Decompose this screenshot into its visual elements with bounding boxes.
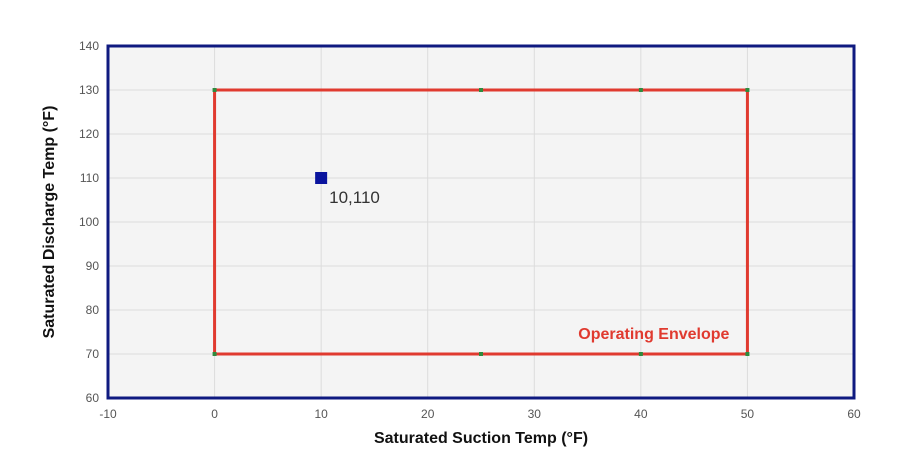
plot-border [106, 44, 856, 400]
envelope-vertex [638, 88, 643, 92]
x-axis-ticks: -10 0 10 20 30 40 50 60 [99, 407, 861, 421]
operating-point-label: 10,110 [329, 188, 380, 207]
envelope-vertex [212, 88, 217, 92]
y-tick-label: 70 [86, 347, 100, 361]
x-tick-label: -10 [99, 407, 117, 421]
y-axis-title: Saturated Discharge Temp (°F) [41, 106, 58, 339]
x-tick-label: 30 [528, 407, 542, 421]
y-tick-label: 140 [79, 39, 99, 53]
y-axis-ticks: 60 70 80 90 100 110 120 130 140 [79, 39, 99, 405]
x-tick-label: 40 [634, 407, 648, 421]
envelope-vertex [479, 352, 483, 356]
operating-point-marker [315, 172, 328, 184]
y-tick-label: 120 [79, 127, 99, 141]
envelope-vertex [638, 352, 643, 356]
operating-points: 10,110 [315, 172, 380, 207]
envelope-vertex [745, 88, 750, 92]
envelope-label: Operating Envelope [578, 326, 729, 343]
x-tick-label: 50 [741, 407, 755, 421]
x-axis-title: Saturated Suction Temp (°F) [374, 430, 588, 447]
x-tick-label: 10 [314, 407, 328, 421]
x-tick-label: 0 [211, 407, 218, 421]
y-tick-label: 130 [79, 83, 99, 97]
y-tick-label: 100 [79, 215, 99, 229]
envelope-vertex [212, 352, 217, 356]
envelope-vertex [745, 352, 750, 356]
y-tick-label: 60 [86, 391, 100, 405]
y-tick-label: 80 [86, 303, 100, 317]
y-tick-label: 90 [86, 259, 100, 273]
operating-envelope: Operating Envelope [212, 88, 750, 356]
envelope-vertex [479, 88, 483, 92]
x-tick-label: 60 [847, 407, 861, 421]
x-tick-label: 20 [421, 407, 435, 421]
y-tick-label: 110 [80, 171, 99, 185]
